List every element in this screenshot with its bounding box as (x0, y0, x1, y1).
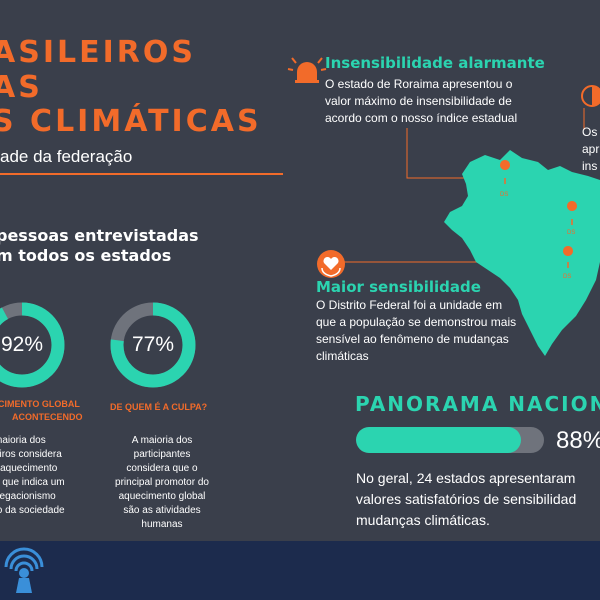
donut-arc (110, 302, 196, 388)
title-line-1: ASILEIROS (0, 35, 196, 70)
sensitivity-title: Maior sensibilidade (316, 278, 481, 296)
subtitle: ade da federação (0, 147, 133, 166)
donut-chart-climate (0, 302, 65, 388)
half-circle-icon (581, 85, 600, 107)
donut-label-climate-2: ACONTECENDO (12, 412, 83, 422)
heart-hands-icon (317, 250, 345, 278)
survey-heading-line-2: m todos os estados (0, 246, 172, 265)
insensibility-text: O estado de Roraima apresentou o valor m… (325, 77, 518, 125)
survey-heading-line-1: pessoas entrevistadas (0, 226, 199, 245)
panorama-progress-track (356, 427, 544, 453)
right-partial-text: Os apr ins (582, 125, 600, 173)
donut-arc (0, 302, 65, 388)
donut-description-blame: A maioria dos participantes considera qu… (115, 435, 209, 530)
brazil-map-shape (444, 150, 600, 356)
alarm-icon (287, 57, 327, 83)
donut-label-climate-1: CIMENTO GLOBAL (0, 399, 80, 409)
panorama-percent: 88% (556, 427, 600, 454)
donut-percent-climate: 92% (0, 333, 44, 356)
title-line-3: S CLIMÁTICAS (0, 104, 262, 139)
map-pin-icon (500, 160, 511, 184)
subtitle-rule (0, 173, 283, 175)
sensitivity-text: O Distrito Federal foi a unidade em que … (316, 298, 517, 363)
panorama-text: No geral, 24 estados apresentaram valore… (356, 470, 577, 528)
footer-bar (0, 541, 600, 600)
donut-label-blame: DE QUEM É A CULPA? (110, 402, 208, 412)
donut-chart-blame (110, 302, 196, 388)
map-pin-label: DS (500, 192, 508, 198)
donut-percent-blame: 77% (131, 333, 175, 356)
map-pin-icon (563, 246, 574, 268)
donut-description-climate: maioria dos eiros considera r aqueciment… (0, 435, 65, 516)
panorama-title: PANORAMA NACIONA (355, 392, 600, 416)
map-pin-label: DS (567, 230, 575, 236)
signal-tower-icon (4, 547, 44, 593)
title-line-2: AS (0, 70, 43, 105)
map-pin-icon (567, 201, 578, 225)
panorama-progress-fill (356, 427, 522, 453)
map-pin-label: DS (563, 274, 571, 280)
insensibility-title: Insensibilidade alarmante (325, 54, 545, 72)
